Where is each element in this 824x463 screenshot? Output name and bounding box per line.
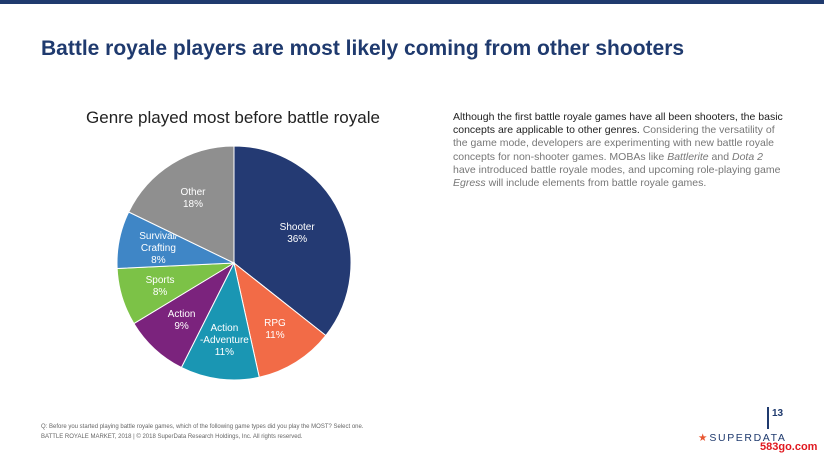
watermark: 583go.com <box>760 441 818 453</box>
survey-question-note: Q: Before you started playing battle roy… <box>41 424 364 430</box>
pie-slice <box>233 145 352 337</box>
brand-name: SUPERDATA <box>709 432 787 444</box>
superdata-logo: ★ SUPERDATA <box>698 432 786 444</box>
top-accent-bar <box>0 0 824 4</box>
slice-label: Other 18% <box>180 187 206 210</box>
slice-label: Shooter 36% <box>280 222 316 245</box>
game-name-battlerite: Battlerite <box>667 150 709 163</box>
star-icon: ★ <box>698 432 708 444</box>
slice-label: Action -Adventure 11% <box>200 323 249 358</box>
chart-title: Genre played most before battle royale <box>86 108 380 127</box>
game-name-dota2: Dota 2 <box>731 150 763 163</box>
pie-slice <box>233 261 327 378</box>
page-number: 13 <box>772 408 784 419</box>
slide-title: Battle royale players are most likely co… <box>41 37 685 60</box>
slice-label: RPG 11% <box>264 318 286 341</box>
description-paragraph: Although the first battle royale games h… <box>453 111 788 190</box>
game-name-egress: Egress <box>453 177 486 190</box>
description-text: will include elements from battle royale… <box>485 177 707 190</box>
slice-label: Survival/Crafting 8% <box>139 231 178 266</box>
slice-label: Action 9% <box>168 309 196 332</box>
source-note: BATTLE ROYALE MARKET, 2018 | © 2018 Supe… <box>41 434 303 440</box>
slice-label: Sports 8% <box>146 275 175 298</box>
description-text: Considering the versatility of the game … <box>453 124 775 163</box>
pie-slice <box>180 261 260 381</box>
description-lead: Although the first battle royale games h… <box>453 111 783 137</box>
description-text: and <box>708 150 732 163</box>
pie-slice <box>128 145 235 264</box>
page-number-divider <box>767 407 769 429</box>
description-text: have introduced battle royale modes, and… <box>453 163 781 176</box>
pie-chart: Shooter 36% RPG 11% Action -Adventure 11%Actio… <box>116 145 352 381</box>
